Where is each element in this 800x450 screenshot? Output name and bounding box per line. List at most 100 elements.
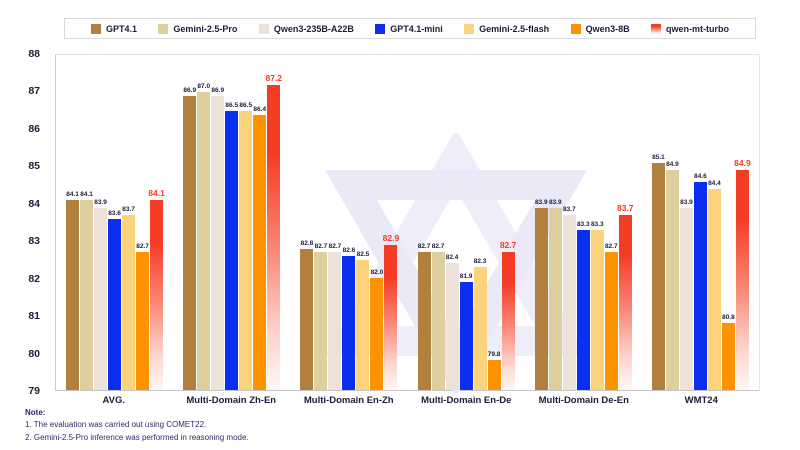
bar-value-label: 83.9 (534, 198, 548, 206)
bar-slot: 84.1 (80, 55, 94, 390)
bar-value-label: 86.5 (239, 101, 253, 109)
bar-groups: 84.1 84.1 83.9 83.6 83.7 82.7 84.1 86.9 87.0 86.9… (56, 55, 759, 390)
bar-gpt4.1 (651, 162, 665, 390)
bar-value-label: 80.8 (722, 314, 735, 321)
bar-slot: 84.1 (66, 55, 80, 390)
bar-value-label: 83.7 (122, 206, 135, 214)
bar-qwen-mt-turbo (618, 215, 632, 390)
legend-item-gemini-2.5-flash: Gemini-2.5-flash (464, 23, 550, 34)
bar-qwen3-235b-a22b (211, 95, 225, 390)
bar-slot: 80.8 (721, 55, 735, 390)
y-tick-label: 86 (28, 122, 40, 135)
bar-qwen-mt-turbo (150, 200, 164, 390)
bar-slot: 86.5 (225, 55, 239, 390)
bar-slot: 83.9 (548, 55, 562, 390)
footnote: Note: 1. The evaluation was carried out … (25, 407, 249, 444)
bar-group: 85.1 84.9 83.9 84.6 84.4 80.8 84.9 (642, 55, 759, 390)
bar-qwen-mt-turbo (735, 170, 749, 390)
bar-gpt4.1-mini (225, 110, 239, 390)
bar-slot: 83.6 (108, 55, 122, 390)
legend-label: Qwen3-235B-A22B (273, 23, 354, 34)
bar-qwen3-235b-a22b (94, 207, 108, 390)
y-tick-label: 82 (28, 272, 40, 285)
bar-value-label: 82.7 (417, 243, 431, 251)
x-category-label: Multi-Domain En-Zh (303, 395, 394, 406)
bar-qwen3-8b (136, 252, 150, 390)
bar-value-label: 82.0 (370, 269, 384, 277)
legend-swatch-icon (650, 23, 661, 34)
bar-qwen3-235b-a22b (328, 252, 342, 390)
bar-gemini-2.5-pro (314, 252, 328, 390)
bar-gpt4.1-mini (693, 181, 707, 390)
bar-qwen3-8b (253, 114, 267, 390)
bar-value-label: 86.9 (211, 86, 225, 94)
bar-slot: 81.9 (459, 55, 473, 390)
bar-gemini-2.5-pro (548, 207, 562, 390)
bar-gpt4.1 (300, 248, 314, 390)
bar-group: 84.1 84.1 83.9 83.6 83.7 82.7 84.1 (56, 55, 173, 390)
bar-slot: 84.9 (665, 55, 679, 390)
bar-value-label: 87.2 (265, 72, 283, 83)
legend-label: GPT4.1-mini (390, 23, 443, 34)
bar-value-label: 84.9 (666, 161, 679, 169)
legend-item-qwen3-235b-a22b: Qwen3-235B-A22B (258, 23, 354, 34)
bar-slot: 84.9 (734, 55, 751, 390)
bar-slot: 83.7 (122, 55, 136, 390)
bar-gpt4.1-mini (576, 229, 590, 390)
bar-value-label: 83.9 (680, 198, 693, 206)
bar-gemini-2.5-flash (239, 110, 253, 390)
legend-swatch-icon (91, 23, 101, 34)
plot-area: 84.1 84.1 83.9 83.6 83.7 82.7 84.1 86.9 87.0 86.9… (55, 54, 760, 393)
bar-slot: 86.5 (239, 55, 253, 390)
bar-value-label: 84.1 (66, 191, 79, 199)
legend-label: GPT4.1 (106, 23, 138, 34)
bar-gemini-2.5-flash (473, 267, 487, 390)
legend-label: Qwen3-8B (585, 23, 630, 34)
legend-label: Gemini-2.5-flash (479, 23, 550, 34)
bar-gpt4.1 (417, 252, 431, 390)
bar-value-label: 81.9 (459, 273, 473, 281)
bar-value-label: 82.7 (328, 243, 342, 251)
legend-label: Gemini-2.5-Pro (173, 23, 238, 34)
bar-slot: 82.3 (473, 55, 487, 390)
bar-value-label: 82.3 (473, 258, 487, 266)
bar-qwen3-8b (604, 252, 618, 390)
bar-slot: 84.4 (707, 55, 721, 390)
y-tick-label: 79 (28, 385, 40, 397)
bar-slot: 86.9 (183, 55, 197, 390)
x-category-label: Multi-Domain De-En (538, 395, 629, 406)
bar-slot: 82.7 (417, 55, 431, 390)
bar-slot: 87.0 (197, 55, 211, 390)
bar-slot: 82.7 (500, 55, 516, 390)
bar-value-label: 83.7 (616, 203, 634, 214)
footnote-heading: Note: (25, 408, 46, 417)
bar-value-label: 83.9 (548, 198, 562, 206)
bar-qwen3-8b (370, 278, 384, 390)
bar-value-label: 83.3 (576, 220, 590, 228)
bar-qwen-mt-turbo (267, 84, 281, 390)
legend-label: qwen-mt-turbo (665, 23, 729, 34)
legend-swatch-icon (464, 23, 475, 34)
bar-qwen3-235b-a22b (562, 215, 576, 390)
x-category-label: AVG. (102, 395, 126, 406)
bar-gpt4.1 (183, 95, 197, 390)
bar-gemini-2.5-pro (197, 92, 211, 390)
bar-value-label: 84.1 (148, 188, 165, 199)
legend-swatch-icon (570, 23, 581, 34)
bar-value-label: 82.4 (445, 254, 459, 262)
bar-group: 86.9 87.0 86.9 86.5 86.5 86.4 87.2 (173, 55, 290, 390)
bar-value-label: 83.3 (590, 220, 604, 228)
bar-value-label: 84.4 (708, 180, 721, 187)
y-tick-label: 80 (28, 347, 40, 360)
bar-gpt4.1-mini (108, 218, 122, 390)
x-axis-labels: AVG. Multi-Domain Zh-En Multi-Domain En-Zh… (55, 395, 760, 406)
bar-group: 83.9 83.9 83.7 83.3 83.3 82.7 83.7 (525, 55, 642, 390)
bar-gpt4.1-mini (342, 256, 356, 390)
bar-value-label: 83.9 (94, 198, 107, 206)
bar-gemini-2.5-flash (590, 229, 604, 390)
y-tick-label: 87 (28, 85, 40, 98)
legend-swatch-icon (375, 23, 386, 34)
bar-value-label: 83.7 (562, 206, 576, 214)
bar-value-label: 86.5 (225, 101, 239, 109)
